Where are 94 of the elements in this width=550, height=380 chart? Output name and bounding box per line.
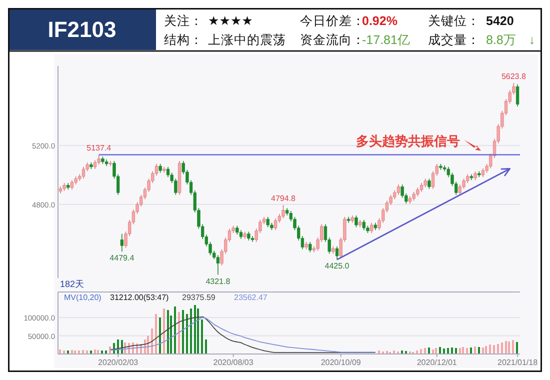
- bar: [443, 348, 445, 354]
- text: 关键位：: [428, 14, 480, 28]
- candlestick: [362, 219, 366, 231]
- bar: [508, 342, 510, 354]
- annotation: 4321.8: [206, 276, 231, 286]
- candlestick: [166, 166, 170, 178]
- bar: [167, 310, 169, 354]
- bar: [512, 340, 514, 354]
- bar: [105, 350, 107, 354]
- bar: [94, 350, 96, 354]
- text: 5420: [486, 14, 514, 28]
- candlestick: [428, 178, 431, 190]
- bar: [194, 304, 196, 354]
- text: 成交量：: [428, 32, 480, 47]
- candlestick: [354, 215, 358, 228]
- text: 23562.47: [234, 293, 268, 302]
- text: 资金流向：: [300, 32, 365, 47]
- candlestick: [274, 218, 278, 231]
- bar: [393, 350, 395, 354]
- bar: [151, 328, 153, 354]
- bar: [74, 350, 76, 354]
- annotation: 5137.4: [86, 144, 112, 153]
- x-tick-label: 2020/08/03: [213, 358, 254, 367]
- candlestick: [120, 233, 124, 252]
- bar: [516, 342, 518, 354]
- bar: [416, 350, 418, 354]
- candlestick: [308, 242, 312, 253]
- bar: [505, 340, 507, 354]
- legend-title: MV(10,20): [64, 293, 102, 302]
- annotation: 4479.4: [110, 254, 135, 263]
- bar: [470, 347, 472, 354]
- bar: [174, 306, 176, 354]
- x-tick-label: 2020/12/01: [416, 358, 458, 367]
- bar: [197, 308, 199, 354]
- bar: [485, 346, 487, 354]
- bar: [186, 314, 188, 354]
- annotation: 4425.0: [324, 262, 350, 271]
- bar: [493, 345, 495, 354]
- candlestick: [97, 154, 100, 166]
- annotation: 多头趋势共振信号: [356, 134, 460, 149]
- text: ★★★★: [208, 14, 253, 28]
- text: -17.81亿: [362, 33, 410, 47]
- candlestick: [70, 180, 74, 190]
- bar: [178, 312, 180, 354]
- x-tick-label: 2021/01/18: [498, 358, 538, 367]
- annotation: 5623.8: [501, 72, 526, 82]
- bar: [478, 347, 480, 354]
- candlestick: [82, 166, 86, 180]
- bar: [451, 347, 453, 354]
- x-tick-label: 2020/10/09: [320, 358, 362, 367]
- bar: [501, 342, 503, 354]
- candlestick: [266, 216, 270, 228]
- bar: [489, 344, 491, 354]
- candlestick: [174, 178, 178, 196]
- bar: [63, 350, 65, 354]
- bar: [482, 347, 484, 354]
- bar: [497, 344, 499, 354]
- text: 0.92%: [362, 14, 398, 28]
- bar: [378, 350, 380, 354]
- bar: [86, 350, 88, 354]
- text: 29375.59: [182, 293, 216, 302]
- candlestick: [370, 222, 374, 234]
- bar: [424, 348, 426, 354]
- candlestick: [216, 254, 220, 276]
- text: 上涨中的震荡: [208, 33, 286, 47]
- text: ↓: [528, 33, 536, 47]
- candlestick: [458, 184, 462, 196]
- candlestick: [396, 184, 400, 196]
- bar: [159, 318, 161, 354]
- annotation: 4794.8: [271, 194, 296, 204]
- text: 8.8万: [486, 33, 516, 47]
- bar: [59, 350, 61, 354]
- text: 182天: [60, 279, 84, 289]
- bar: [462, 347, 464, 354]
- text: 关注：: [164, 14, 203, 28]
- x-tick-label: 2020/02/03: [98, 358, 139, 367]
- bar: [190, 308, 192, 354]
- text: 结构：: [164, 33, 203, 47]
- bar: [205, 339, 207, 354]
- candlestick: [282, 204, 285, 219]
- series-label: 31212.00(53:47): [110, 293, 170, 302]
- candlestick: [335, 246, 339, 260]
- candlestick: [400, 184, 404, 198]
- candlestick: [516, 84, 520, 107]
- bar: [439, 347, 441, 354]
- bar: [474, 346, 476, 354]
- bar: [155, 314, 157, 354]
- text: IF2103: [48, 17, 116, 42]
- bar: [163, 308, 165, 354]
- bar: [109, 346, 111, 354]
- bar: [182, 310, 184, 354]
- bar: [428, 347, 430, 354]
- bar: [455, 348, 457, 354]
- bar: [201, 319, 203, 354]
